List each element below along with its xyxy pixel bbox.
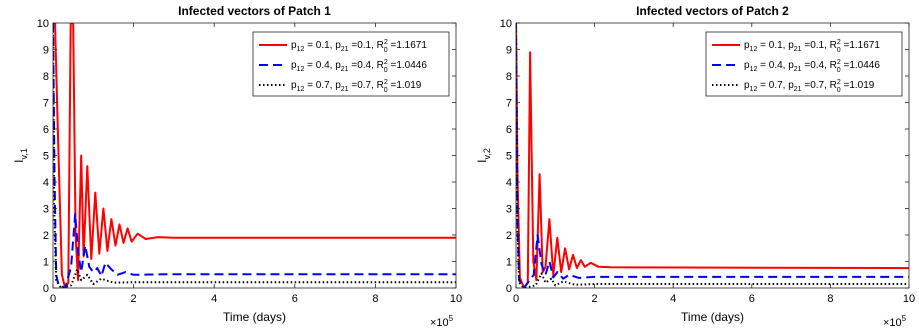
x-multiplier: ×105 (430, 314, 454, 329)
y-tick-label: 5 (43, 151, 49, 163)
y-axis-label: Iv,1 (12, 148, 29, 163)
y-tick-label: 0 (506, 283, 512, 295)
x-axis-label: Time (days) (223, 310, 286, 324)
x-tick-label: 6 (292, 293, 298, 305)
x-tick-label: 8 (827, 293, 833, 305)
series-group (516, 23, 909, 288)
y-tick-label: 3 (43, 204, 49, 216)
legend-entry-2: p12 = 0.4, p21 =0.4, R2 0 =1.0446 (291, 59, 427, 74)
x-tick-label: 0 (513, 293, 519, 305)
x-multiplier: ×105 (883, 314, 907, 329)
chart-title: Infected vectors of Patch 2 (636, 4, 789, 18)
chart-title: Infected vectors of Patch 1 (178, 4, 331, 18)
y-tick-label: 10 (37, 18, 49, 30)
y-tick-label: 6 (506, 124, 512, 136)
series-line-2 (53, 23, 456, 288)
y-tick-label: 7 (43, 98, 49, 110)
y-tick-label: 10 (500, 18, 512, 30)
y-tick-label: 4 (506, 177, 512, 189)
legend: p12 = 0.1, p21 =0.1, R2 0 =1.1671 p12 = 0.… (252, 31, 450, 97)
y-tick-label: 3 (506, 204, 512, 216)
y-tick-label: 8 (43, 71, 49, 83)
x-tick-label: 0 (50, 293, 56, 305)
x-tick-label: 2 (131, 293, 137, 305)
y-tick-label: 9 (506, 45, 512, 57)
x-tick-label: 2 (592, 293, 598, 305)
y-tick-label: 1 (43, 257, 49, 269)
legend-box (705, 31, 903, 97)
y-tick-label: 9 (43, 45, 49, 57)
legend-entry-3: p12 = 0.7, p21 =0.7, R2 0 =1.019 (291, 79, 422, 94)
legend-entry-2: p12 = 0.4, p21 =0.4, R2 0 =1.0446 (744, 59, 880, 74)
x-tick-label: 4 (670, 293, 676, 305)
y-axis-label: Iv,2 (475, 148, 492, 163)
y-tick-label: 1 (506, 257, 512, 269)
legend-entry-1: p12 = 0.1, p21 =0.1, R2 0 =1.1671 (291, 39, 427, 54)
x-axis-label: Time (days) (681, 310, 744, 324)
y-tick-label: 6 (43, 124, 49, 136)
series-group (53, 23, 456, 288)
y-tick-label: 8 (506, 71, 512, 83)
legend-entry-3: p12 = 0.7, p21 =0.7, R2 0 =1.019 (744, 79, 875, 94)
chart-panel-2: Infected vectors of Patch 2 0 1 2 3 4 5 6 7 8 9 10 0… (475, 4, 915, 329)
y-tick-label: 2 (506, 230, 512, 242)
y-tick-label: 2 (43, 230, 49, 242)
y-tick-label: 7 (506, 98, 512, 110)
y-tick-label: 4 (43, 177, 49, 189)
y-tick-label: 0 (43, 283, 49, 295)
legend: p12 = 0.1, p21 =0.1, R2 0 =1.1671 p12 = 0.… (705, 31, 903, 97)
x-tick-label: 10 (450, 293, 462, 305)
series-line-2 (516, 23, 909, 288)
series-line-1 (53, 23, 456, 288)
legend-box (252, 31, 450, 97)
x-tick-label: 8 (372, 293, 378, 305)
legend-entry-1: p12 = 0.1, p21 =0.1, R2 0 =1.1671 (744, 39, 880, 54)
x-tick-label: 10 (903, 293, 915, 305)
chart-panel-1: Infected vectors of Patch 1 0 1 2 3 4 5 6 7 8 9 10 0… (12, 4, 462, 329)
series-line-3 (53, 23, 456, 288)
x-tick-label: 4 (211, 293, 217, 305)
y-tick-label: 5 (506, 151, 512, 163)
x-tick-label: 6 (749, 293, 755, 305)
